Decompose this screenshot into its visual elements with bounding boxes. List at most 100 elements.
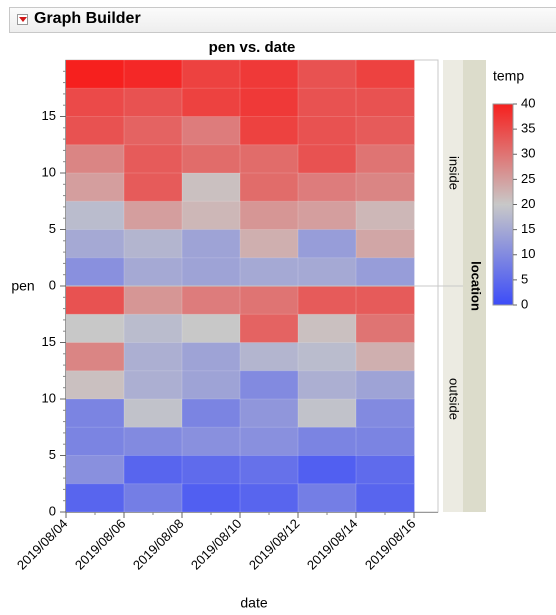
- heatmap-cell: [356, 286, 415, 315]
- heatmap-cell: [356, 116, 415, 146]
- heatmap-cell: [240, 399, 299, 428]
- legend-tick-label: 15: [521, 221, 535, 236]
- heatmap-cell: [240, 314, 299, 343]
- heatmap-cell: [298, 370, 357, 400]
- heatmap-cell: [240, 60, 299, 89]
- heatmap-cell: [182, 173, 241, 202]
- heatmap-cell: [66, 88, 125, 117]
- heatmap-cell: [298, 88, 357, 117]
- heatmap-cell: [124, 229, 183, 259]
- heatmap-cell: [356, 257, 415, 287]
- heatmap-cell: [66, 483, 125, 513]
- x-tick-label: 2019/08/10: [188, 516, 245, 573]
- y-tick-label: 0: [49, 277, 56, 292]
- heatmap-cell: [182, 286, 241, 315]
- heatmap-cell: [182, 370, 241, 400]
- heatmap-cell: [240, 88, 299, 117]
- heatmap-cell: [298, 173, 357, 202]
- facet-title-strip: [463, 60, 486, 512]
- heatmap-cell: [124, 342, 183, 372]
- y-tick-label: 15: [42, 334, 56, 349]
- heatmap-cell: [66, 342, 125, 372]
- heatmap-cell: [298, 116, 357, 146]
- heatmap-cell: [240, 342, 299, 372]
- legend-tick-label: 35: [521, 121, 535, 136]
- heatmap-cell: [240, 483, 299, 513]
- heatmap-cell: [240, 455, 299, 485]
- red-triangle-menu-icon[interactable]: [17, 14, 28, 25]
- heatmap-cell: [182, 342, 241, 372]
- y-tick-label: 15: [42, 108, 56, 123]
- heatmap-cell: [240, 201, 299, 230]
- heatmap-cell: [356, 144, 415, 174]
- legend-tick-label: 40: [521, 95, 535, 110]
- legend-tick-label: 25: [521, 171, 535, 186]
- legend-tick-label: 10: [521, 246, 535, 261]
- heatmap-cell: [124, 286, 183, 315]
- heatmap-cell: [66, 399, 125, 428]
- heatmap-cell: [182, 427, 241, 456]
- heatmap-cell: [240, 144, 299, 174]
- heatmap-cell: [240, 116, 299, 146]
- facet-label-inside: inside: [447, 156, 462, 190]
- heatmap-cell: [124, 144, 183, 174]
- heatmap-cell: [66, 314, 125, 343]
- legend-tick-label: 0: [521, 296, 528, 311]
- heatmap-cell: [66, 370, 125, 400]
- heatmap-cell: [124, 427, 183, 456]
- heatmap-cell: [182, 201, 241, 230]
- x-tick-label: 2019/08/12: [246, 516, 303, 573]
- heatmap-cell: [240, 257, 299, 287]
- heatmap-cell: [124, 116, 183, 146]
- y-tick-label: 0: [49, 503, 56, 518]
- heatmap-cell: [240, 173, 299, 202]
- heatmap-cell: [182, 116, 241, 146]
- heatmap-cell: [66, 286, 125, 315]
- heatmap-cell: [356, 427, 415, 456]
- heatmap-cell: [356, 201, 415, 230]
- heatmap-cell: [240, 427, 299, 456]
- heatmap-cell: [298, 144, 357, 174]
- heatmap-cell: [298, 399, 357, 428]
- heatmap-cell: [66, 60, 125, 89]
- heatmap-cell: [356, 60, 415, 89]
- facet-title: location: [469, 261, 484, 311]
- legend-tick-label: 30: [521, 146, 535, 161]
- heatmap-cell: [124, 201, 183, 230]
- heatmap-cell: [298, 342, 357, 372]
- heatmap-cell: [124, 60, 183, 89]
- heatmap-cell: [182, 88, 241, 117]
- heatmap-cell: [298, 201, 357, 230]
- heatmap-cell: [298, 60, 357, 89]
- graph-builder-header: Graph Builder: [9, 7, 556, 33]
- x-tick-label: 2019/08/04: [14, 516, 71, 573]
- heatmap-cell: [182, 229, 241, 259]
- heatmap-cell: [356, 399, 415, 428]
- heatmap-cell: [124, 370, 183, 400]
- heatmap-cell: [66, 144, 125, 174]
- heatmap-cell: [182, 399, 241, 428]
- y-tick-label: 5: [49, 447, 56, 462]
- heatmap-cell: [182, 144, 241, 174]
- x-tick-label: 2019/08/08: [130, 516, 187, 573]
- facet-label-outside: outside: [447, 378, 462, 420]
- heatmap-cell: [124, 314, 183, 343]
- heatmap-cell: [298, 229, 357, 259]
- legend-color-bar: [492, 103, 514, 306]
- heatmap-cell: [240, 229, 299, 259]
- x-axis-label: date: [240, 595, 267, 611]
- heatmap-cell: [66, 427, 125, 456]
- heatmap-cell: [356, 370, 415, 400]
- x-tick-label: 2019/08/14: [304, 516, 361, 573]
- heatmap-cell: [66, 257, 125, 287]
- heatmap-cell: [356, 88, 415, 117]
- heatmap-cell: [124, 455, 183, 485]
- heatmap-cell: [298, 257, 357, 287]
- heatmap-cell: [240, 370, 299, 400]
- heatmap-cell: [356, 455, 415, 485]
- heatmap-cell: [298, 427, 357, 456]
- heatmap-cell: [240, 286, 299, 315]
- chart-title: pen vs. date: [209, 39, 296, 56]
- heatmap-cell: [124, 173, 183, 202]
- heatmap-cell: [356, 314, 415, 343]
